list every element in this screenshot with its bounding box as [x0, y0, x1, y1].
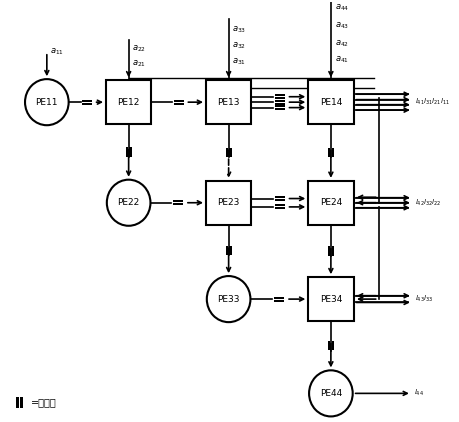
Bar	[229, 148, 231, 157]
Text: $l_{43}l_{33}$: $l_{43}l_{33}$	[414, 294, 432, 304]
Bar	[274, 108, 284, 110]
Bar	[206, 80, 251, 124]
Text: PE24: PE24	[319, 198, 341, 207]
Bar	[327, 148, 330, 157]
Text: PE44: PE44	[319, 389, 341, 398]
Bar	[308, 181, 353, 225]
Bar	[274, 103, 284, 105]
Bar	[274, 196, 284, 198]
Bar	[129, 147, 131, 157]
Bar	[173, 200, 183, 202]
Bar	[82, 100, 92, 102]
Text: $l_{44}$: $l_{44}$	[413, 388, 423, 398]
Text: $a_{22}$: $a_{22}$	[132, 43, 146, 54]
Bar	[274, 297, 284, 299]
Text: $a_{21}$: $a_{21}$	[132, 59, 146, 70]
Text: $a_{44}$: $a_{44}$	[335, 3, 349, 14]
Text: PE11: PE11	[35, 97, 58, 107]
Bar	[274, 105, 284, 107]
Bar	[173, 103, 183, 105]
Bar	[274, 204, 284, 206]
Text: $a_{41}$: $a_{41}$	[335, 55, 349, 65]
Bar	[274, 94, 284, 96]
Bar	[274, 207, 284, 209]
Bar	[274, 100, 284, 102]
Bar	[274, 199, 284, 201]
Text: PE33: PE33	[217, 295, 239, 303]
Bar	[225, 246, 228, 255]
Bar	[308, 80, 353, 124]
Text: PE14: PE14	[319, 97, 341, 107]
Text: $l_{41}l_{31}l_{21}l_{11}$: $l_{41}l_{31}l_{21}l_{11}$	[414, 97, 449, 107]
Bar	[82, 103, 92, 105]
Bar	[225, 148, 228, 157]
Bar	[274, 300, 284, 302]
Text: PE12: PE12	[117, 97, 140, 107]
Text: $a_{43}$: $a_{43}$	[335, 20, 349, 31]
Bar	[106, 80, 151, 124]
Ellipse shape	[207, 276, 250, 322]
Ellipse shape	[106, 180, 150, 226]
Text: =流水线: =流水线	[31, 398, 56, 408]
Bar	[173, 203, 183, 205]
Bar	[274, 97, 284, 99]
Bar	[206, 181, 251, 225]
Bar	[125, 147, 128, 157]
Text: $l_{42}l_{32}l_{22}$: $l_{42}l_{32}l_{22}$	[414, 197, 441, 208]
Text: $a_{33}$: $a_{33}$	[232, 24, 246, 35]
Text: $a_{31}$: $a_{31}$	[232, 56, 246, 67]
Text: PE34: PE34	[319, 295, 341, 303]
Text: $a_{11}$: $a_{11}$	[50, 47, 64, 57]
Bar	[331, 341, 333, 350]
Bar	[327, 246, 330, 256]
Bar	[331, 148, 333, 157]
Ellipse shape	[308, 371, 352, 417]
Bar	[327, 341, 330, 350]
Ellipse shape	[25, 79, 68, 125]
Bar	[229, 246, 231, 255]
Text: $a_{32}$: $a_{32}$	[232, 41, 246, 51]
Text: PE13: PE13	[217, 97, 239, 107]
Text: $a_{42}$: $a_{42}$	[335, 38, 349, 49]
Bar	[308, 277, 353, 321]
Bar	[21, 397, 23, 408]
Bar	[173, 100, 183, 102]
Text: PE23: PE23	[217, 198, 239, 207]
Bar	[331, 246, 333, 256]
Text: PE22: PE22	[117, 198, 140, 207]
Bar	[16, 397, 19, 408]
